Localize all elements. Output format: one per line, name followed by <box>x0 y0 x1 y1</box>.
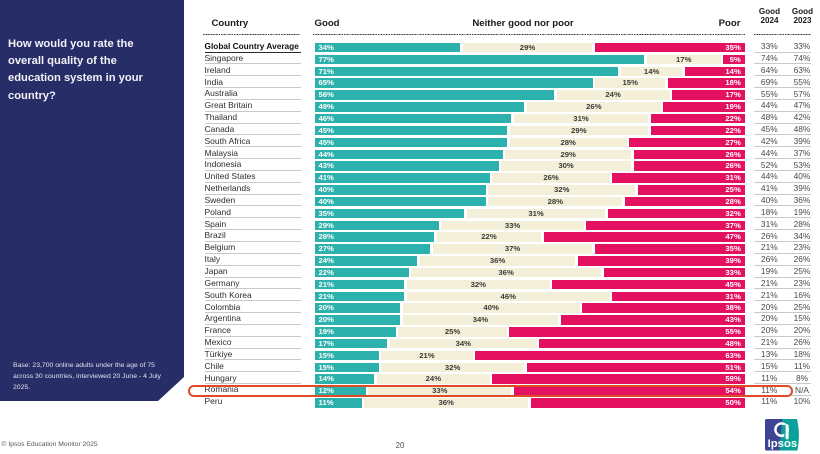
svg-text:Ipsos: Ipsos <box>768 438 798 450</box>
